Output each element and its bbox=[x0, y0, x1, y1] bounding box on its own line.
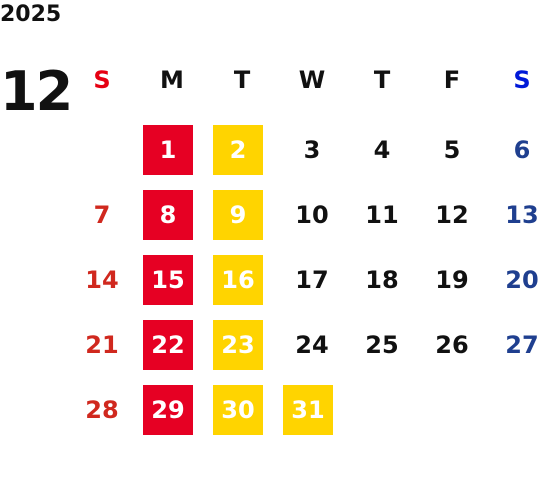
day: 13 bbox=[505, 201, 539, 229]
highlighted-day: 2 bbox=[213, 125, 263, 175]
day: 21 bbox=[85, 331, 119, 359]
day: 11 bbox=[365, 201, 399, 229]
year: 2025 bbox=[0, 2, 62, 27]
highlighted-day: 23 bbox=[213, 320, 263, 370]
month: 12 bbox=[0, 60, 73, 123]
day: 25 bbox=[365, 331, 399, 359]
day: 5 bbox=[443, 136, 461, 164]
day: 19 bbox=[435, 266, 469, 294]
day: 14 bbox=[85, 266, 119, 294]
weekday-header: S bbox=[93, 66, 111, 94]
day: 28 bbox=[85, 396, 119, 424]
day: 24 bbox=[295, 331, 329, 359]
day: 17 bbox=[295, 266, 329, 294]
day: 18 bbox=[365, 266, 399, 294]
highlighted-day: 1 bbox=[143, 125, 193, 175]
highlighted-day: 22 bbox=[143, 320, 193, 370]
day: 4 bbox=[373, 136, 391, 164]
weekday-header: T bbox=[373, 66, 391, 94]
day: 26 bbox=[435, 331, 469, 359]
weekday-header: M bbox=[160, 66, 184, 94]
weekday-header: T bbox=[233, 66, 251, 94]
day: 3 bbox=[303, 136, 321, 164]
weekday-header: W bbox=[298, 66, 326, 94]
weekday-header: S bbox=[513, 66, 531, 94]
highlighted-day: 16 bbox=[213, 255, 263, 305]
day: 7 bbox=[93, 201, 111, 229]
day: 20 bbox=[505, 266, 539, 294]
highlighted-day: 8 bbox=[143, 190, 193, 240]
day: 27 bbox=[505, 331, 539, 359]
day: 10 bbox=[295, 201, 329, 229]
day: 6 bbox=[513, 136, 531, 164]
day: 12 bbox=[435, 201, 469, 229]
weekday-header: F bbox=[443, 66, 461, 94]
highlighted-day: 9 bbox=[213, 190, 263, 240]
highlighted-day: 30 bbox=[213, 385, 263, 435]
highlighted-day: 15 bbox=[143, 255, 193, 305]
highlighted-day: 31 bbox=[283, 385, 333, 435]
highlighted-day: 29 bbox=[143, 385, 193, 435]
